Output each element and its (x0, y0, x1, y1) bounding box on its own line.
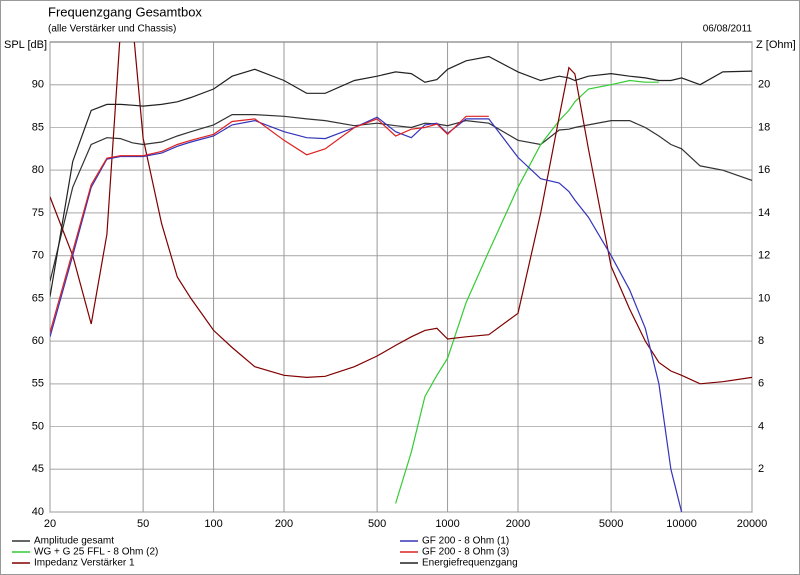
x-tick-label: 20 (44, 518, 56, 530)
y2-tick-label: 6 (758, 378, 764, 390)
legend-label: GF 200 - 8 Ohm (3) (422, 547, 509, 558)
series-line (50, 116, 683, 512)
y2-tick-label: 2 (758, 463, 764, 475)
y-tick-label: 90 (32, 79, 44, 91)
date: 06/08/2011 (703, 24, 753, 35)
legend-label: WG + G 25 FFL - 8 Ohm (2) (34, 547, 158, 558)
x-tick-label: 2000 (506, 518, 530, 530)
x-tick-label: 100 (204, 518, 222, 530)
y-tick-label: 50 (32, 420, 44, 432)
y2-tick-label: 18 (758, 121, 770, 133)
series-line (50, 42, 752, 385)
x-tick-label: 1000 (435, 518, 459, 530)
y-tick-label: 70 (32, 250, 44, 262)
y-axis-label: SPL [dB] (4, 39, 47, 51)
y-tick-label: 45 (32, 463, 44, 475)
y2-tick-label: 10 (758, 292, 770, 304)
series-line (50, 114, 752, 282)
y-tick-label: 65 (32, 292, 44, 304)
y-tick-label: 85 (32, 121, 44, 133)
series-line (50, 55, 752, 297)
y2-tick-label: 8 (758, 335, 764, 347)
y2-axis-label: Z [Ohm] (756, 39, 796, 51)
y-tick-label: 80 (32, 164, 44, 176)
legend-label: GF 200 - 8 Ohm (1) (422, 536, 509, 547)
y2-tick-label: 16 (758, 164, 770, 176)
y2-tick-label: 20 (758, 79, 770, 91)
y2-tick-label: 4 (758, 420, 764, 432)
y2-tick-label: 12 (758, 250, 770, 262)
x-tick-label: 500 (368, 518, 386, 530)
x-tick-label: 50 (137, 518, 149, 530)
legend-label: Energiefrequenzgang (422, 558, 518, 569)
plot-area (49, 41, 753, 513)
x-tick-label: 10000 (666, 518, 697, 530)
series-line (395, 79, 659, 504)
x-tick-label: 5000 (599, 518, 623, 530)
y-tick-label: 40 (32, 506, 44, 518)
x-tick-label: 200 (275, 518, 293, 530)
legend-label: Amplitude gesamt (34, 536, 114, 547)
x-tick-label: 20000 (737, 518, 768, 530)
y-tick-label: 75 (32, 207, 44, 219)
series-line (50, 115, 489, 333)
legend-label: Impedanz Verstärker 1 (34, 558, 135, 569)
y2-tick-label: 14 (758, 207, 770, 219)
chart-subtitle: (alle Verstärker und Chassis) (48, 24, 176, 35)
chart-title: Frequenzgang Gesamtbox (48, 4, 202, 19)
y-tick-label: 55 (32, 378, 44, 390)
plot-lines (50, 42, 752, 512)
y-tick-label: 60 (32, 335, 44, 347)
